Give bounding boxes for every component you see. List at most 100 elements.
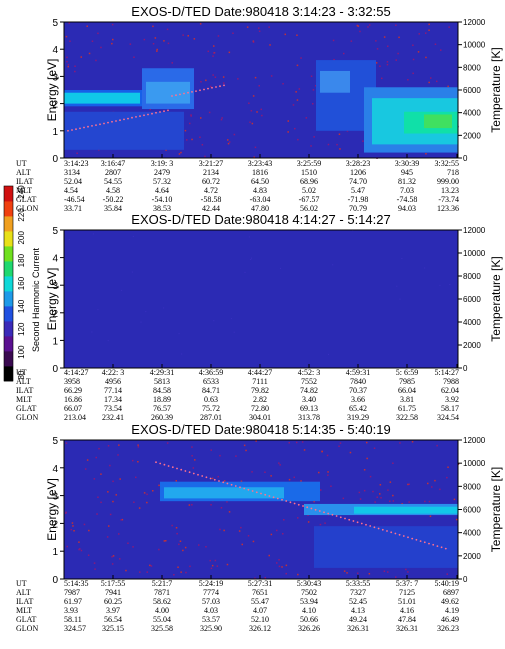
table-cell: 68.96 — [300, 177, 318, 186]
table-cell: 66.04 — [398, 386, 416, 395]
y2-tick-label: 10000 — [463, 41, 486, 50]
noise-speck — [232, 32, 234, 34]
table-cell: 4.00 — [155, 606, 169, 615]
noise-speck — [163, 307, 165, 309]
table-cell: 55.04 — [153, 615, 171, 624]
noise-speck — [293, 476, 295, 479]
noise-speck — [424, 500, 426, 503]
table-cell: 52.45 — [349, 597, 367, 606]
noise-speck — [138, 507, 141, 509]
table-cell: 72.80 — [251, 404, 269, 413]
noise-speck — [326, 454, 329, 457]
noise-speck — [67, 65, 69, 68]
panel-title: EXOS-D/TED Date:980418 5:14:35 - 5:40:19 — [131, 422, 390, 437]
temperature-trace-point — [323, 511, 325, 514]
noise-speck — [256, 111, 258, 113]
table-cell: 66.29 — [64, 386, 82, 395]
noise-speck — [177, 566, 179, 568]
temperature-trace-point — [192, 472, 195, 475]
noise-speck — [97, 309, 99, 311]
noise-speck — [330, 485, 332, 487]
table-cell: 56.02 — [300, 204, 318, 213]
noise-speck — [367, 26, 369, 28]
noise-speck — [439, 284, 441, 286]
noise-speck — [373, 447, 376, 449]
noise-speck — [429, 515, 432, 517]
temperature-trace-point — [436, 545, 439, 547]
noise-speck — [209, 559, 211, 562]
y2-tick-label: 0 — [463, 575, 468, 584]
noise-speck — [112, 555, 115, 557]
noise-speck — [366, 441, 368, 444]
noise-speck — [310, 145, 312, 147]
y-tick-label: 5 — [52, 226, 58, 237]
noise-speck — [106, 536, 109, 538]
table-cell: 324.57 — [64, 624, 86, 633]
temperature-trace-point — [103, 122, 105, 125]
table-cell: 57.32 — [153, 177, 171, 186]
noise-speck — [67, 63, 70, 66]
noise-speck — [207, 50, 209, 53]
table-cell: 58.62 — [153, 597, 171, 606]
noise-speck — [424, 267, 426, 269]
table-cell: 324.54 — [437, 413, 459, 422]
y-tick-label: 1 — [52, 547, 58, 558]
noise-speck — [456, 518, 458, 521]
temperature-trace-point — [365, 523, 367, 526]
temperature-trace-point — [135, 116, 137, 118]
noise-speck — [69, 40, 71, 42]
table-cell: 49.24 — [349, 615, 367, 624]
noise-speck — [97, 496, 99, 498]
table-cell: 54.55 — [104, 177, 122, 186]
y2-tick-label: 6000 — [463, 506, 481, 515]
table-cell: -63.04 — [250, 195, 271, 204]
table-cell: 79.82 — [251, 386, 269, 395]
noise-speck — [288, 478, 291, 481]
noise-speck — [68, 22, 70, 24]
temperature-trace-point — [205, 476, 208, 479]
temperature-trace-point — [184, 470, 187, 472]
temperature-trace-point — [344, 517, 346, 520]
table-cell: 49.62 — [441, 597, 459, 606]
temperature-trace-point — [188, 471, 191, 474]
noise-speck — [226, 501, 228, 503]
table-cell: -71.98 — [348, 195, 369, 204]
noise-speck — [80, 56, 82, 58]
y2-tick-label: 2000 — [463, 341, 481, 350]
noise-speck — [417, 51, 420, 53]
noise-speck — [228, 51, 231, 54]
noise-speck — [249, 121, 251, 123]
noise-speck — [175, 527, 178, 529]
noise-speck — [379, 484, 382, 486]
table-cell: 16.86 — [64, 395, 82, 404]
noise-speck — [219, 454, 221, 457]
noise-speck — [198, 544, 200, 546]
y2-tick-label: 4000 — [463, 529, 481, 538]
table-cell: 7651 — [252, 588, 268, 597]
noise-speck — [254, 577, 256, 579]
table-cell: 13.23 — [441, 186, 459, 195]
noise-speck — [379, 65, 381, 67]
table-cell: 4:22: 3 — [102, 368, 124, 377]
noise-speck — [121, 289, 123, 291]
colorbar-segment — [4, 186, 13, 202]
table-cell: 325.58 — [151, 624, 173, 633]
table-cell: 70.37 — [349, 386, 367, 395]
y2-tick-label: 10000 — [463, 249, 486, 258]
noise-speck — [250, 110, 253, 112]
noise-speck — [338, 133, 341, 135]
noise-speck — [132, 546, 134, 548]
y2-tick-label: 4000 — [463, 109, 481, 118]
noise-speck — [220, 118, 223, 121]
temperature-trace-point — [175, 94, 177, 97]
noise-speck — [327, 471, 329, 473]
table-cell: -73.74 — [438, 195, 459, 204]
noise-speck — [143, 492, 146, 494]
temperature-trace-point — [87, 125, 89, 128]
temperature-trace-point — [195, 90, 197, 92]
noise-speck — [282, 83, 284, 85]
noise-speck — [237, 78, 239, 80]
noise-speck — [181, 353, 183, 355]
noise-speck — [109, 464, 111, 467]
table-row-label: UT — [16, 159, 27, 168]
